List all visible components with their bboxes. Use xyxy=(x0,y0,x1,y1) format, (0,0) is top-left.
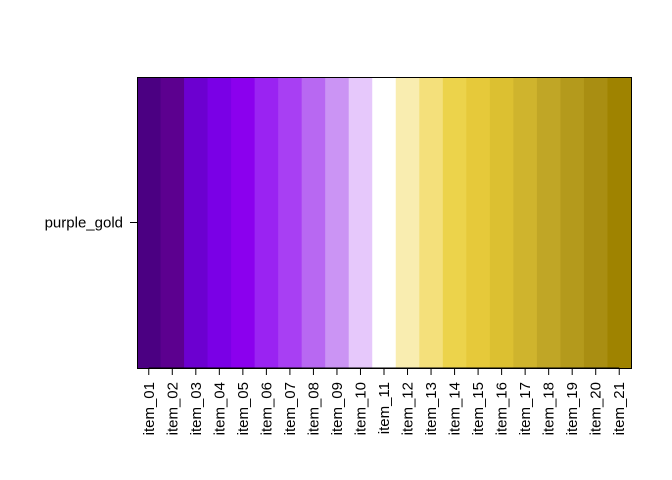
heatmap-cell-item_01 xyxy=(137,77,162,368)
x-tick-label: item_05 xyxy=(235,382,252,435)
x-tick-label: item_01 xyxy=(141,382,158,435)
x-tick-label: item_19 xyxy=(564,382,581,435)
y-tick-label: purple_gold xyxy=(45,215,123,232)
heatmap-cell-item_05 xyxy=(231,77,256,368)
x-tick-label: item_06 xyxy=(258,382,275,435)
x-tick-label: item_14 xyxy=(447,382,464,435)
heatmap-cell-item_18 xyxy=(536,77,562,368)
heatmap-cell-item_21 xyxy=(607,77,632,368)
x-tick-label: item_21 xyxy=(611,382,628,435)
heatmap-cell-item_17 xyxy=(513,77,538,368)
x-tick-label: item_02 xyxy=(164,382,181,435)
x-tick-label: item_15 xyxy=(470,382,487,435)
heatmap-cell-item_03 xyxy=(184,77,209,368)
heatmap-cell-item_14 xyxy=(442,77,467,368)
x-tick-label: item_03 xyxy=(188,382,205,435)
x-tick-label: item_10 xyxy=(352,382,369,435)
y-axis: purple_gold xyxy=(45,215,137,232)
x-tick-label: item_08 xyxy=(305,382,322,435)
heatmap-cells xyxy=(137,77,632,368)
heatmap-cell-item_16 xyxy=(489,77,514,368)
heatmap-cell-item_07 xyxy=(278,77,303,368)
heatmap-cell-item_13 xyxy=(419,77,444,368)
heatmap-cell-item_09 xyxy=(325,77,350,368)
x-tick-label: item_04 xyxy=(211,382,228,435)
heatmap-cell-item_08 xyxy=(301,77,326,368)
heatmap-cell-item_12 xyxy=(395,77,420,368)
x-tick-label: item_12 xyxy=(400,382,417,435)
x-tick-label: item_13 xyxy=(423,382,440,435)
x-tick-label: item_20 xyxy=(588,382,605,435)
heatmap-cell-item_06 xyxy=(254,77,279,368)
heatmap-cell-item_15 xyxy=(466,77,491,368)
x-tick-label: item_16 xyxy=(494,382,511,435)
x-tick-label: item_07 xyxy=(282,382,299,435)
heatmap-cell-item_19 xyxy=(560,77,585,368)
x-axis: item_01 item_02 item_03 item_04 item_05 item_… xyxy=(141,367,628,435)
x-tick-label: item_09 xyxy=(329,382,346,435)
heatmap-cell-item_20 xyxy=(583,77,609,368)
x-tick-label: item_17 xyxy=(517,382,534,435)
heatmap-cell-item_10 xyxy=(348,77,373,368)
heatmap-cell-item_02 xyxy=(160,77,185,368)
x-tick-label: item_18 xyxy=(541,382,558,435)
heatmap-cell-item_11 xyxy=(372,77,397,368)
heatmap-cell-item_04 xyxy=(207,77,232,368)
x-tick-label: item_11 xyxy=(376,382,393,434)
